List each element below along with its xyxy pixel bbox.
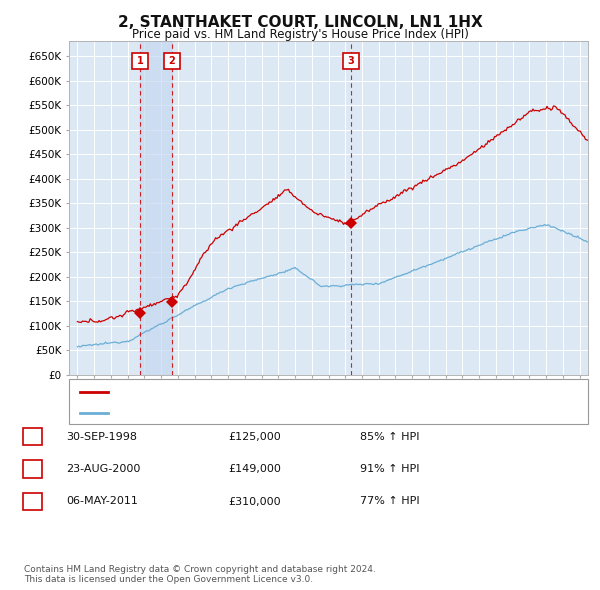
Text: 1: 1 [29, 432, 36, 441]
Text: Contains HM Land Registry data © Crown copyright and database right 2024.
This d: Contains HM Land Registry data © Crown c… [24, 565, 376, 584]
Text: 3: 3 [348, 56, 355, 66]
Text: 2: 2 [169, 56, 175, 66]
Text: 85% ↑ HPI: 85% ↑ HPI [360, 432, 419, 441]
Text: 30-SEP-1998: 30-SEP-1998 [66, 432, 137, 441]
Text: 77% ↑ HPI: 77% ↑ HPI [360, 497, 419, 506]
Text: 06-MAY-2011: 06-MAY-2011 [66, 497, 138, 506]
Text: 3: 3 [29, 497, 36, 506]
Text: 2: 2 [29, 464, 36, 474]
Text: £149,000: £149,000 [228, 464, 281, 474]
Text: 1: 1 [137, 56, 143, 66]
Text: HPI: Average price, detached house, Lincoln: HPI: Average price, detached house, Linc… [114, 408, 344, 418]
Bar [140, 41, 172, 375]
Text: Price paid vs. HM Land Registry's House Price Index (HPI): Price paid vs. HM Land Registry's House … [131, 28, 469, 41]
Text: 2, STANTHAKET COURT, LINCOLN, LN1 1HX (detached house): 2, STANTHAKET COURT, LINCOLN, LN1 1HX (d… [114, 387, 433, 396]
Text: £125,000: £125,000 [228, 432, 281, 441]
Text: 2, STANTHAKET COURT, LINCOLN, LN1 1HX: 2, STANTHAKET COURT, LINCOLN, LN1 1HX [118, 15, 482, 30]
Text: £310,000: £310,000 [228, 497, 281, 506]
Text: 91% ↑ HPI: 91% ↑ HPI [360, 464, 419, 474]
Text: 23-AUG-2000: 23-AUG-2000 [66, 464, 140, 474]
